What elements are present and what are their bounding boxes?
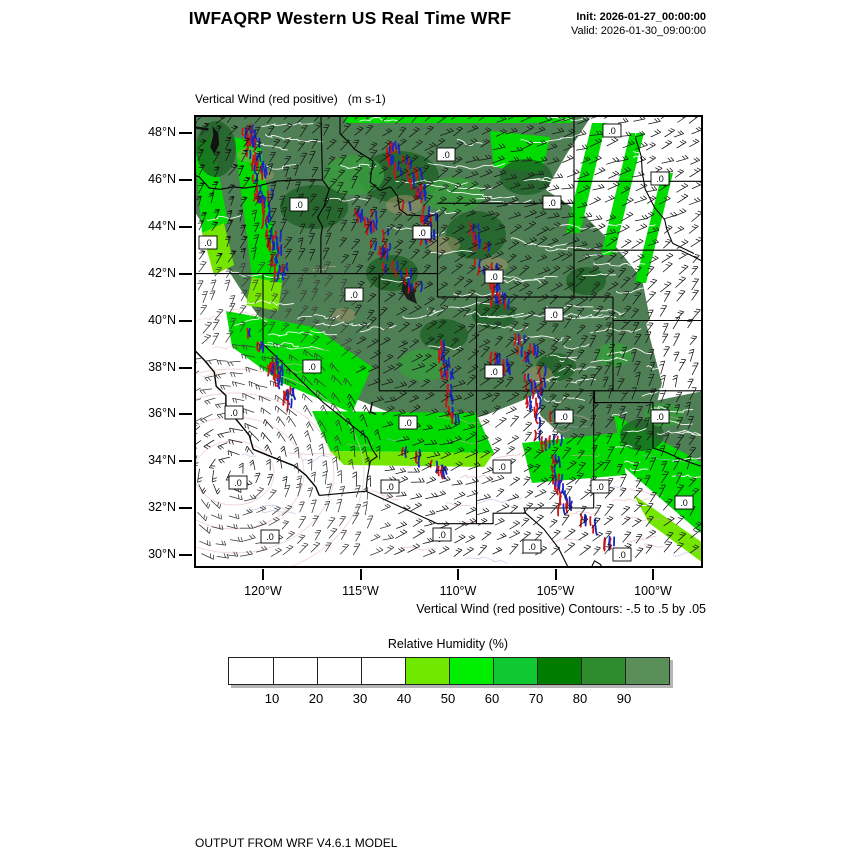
rh-colorbar <box>228 657 670 685</box>
lat-tick-mark <box>179 460 192 463</box>
wrf-map-plot: .0 .0 .0 .0 .0 .0 .0 .0 .0 .0 .0 .0 .0 .0 .0 .0 .0 .0 .0 .0… <box>194 115 703 568</box>
zero-contour-label: .0 <box>656 412 664 422</box>
lon-tick-label: 100°W <box>634 584 672 598</box>
lat-tick-mark <box>179 178 192 181</box>
colorbar-segment <box>493 658 537 684</box>
zero-contour-label: .0 <box>618 550 626 560</box>
lat-tick-mark <box>179 554 192 557</box>
plot-title: IWFAQRP Western US Real Time WRF <box>188 8 512 28</box>
footer-model-line: OUTPUT FROM WRF V4.6.1 MODEL <box>195 836 398 850</box>
lon-tick-mark <box>262 569 264 580</box>
zero-contour-label: .0 <box>418 228 426 238</box>
lat-tick-label: 40°N <box>148 312 176 327</box>
lat-tick-label: 36°N <box>148 406 176 421</box>
lat-tick-label: 48°N <box>148 125 176 139</box>
lat-tick-label: 42°N <box>148 265 176 280</box>
colorbar-segment <box>361 658 405 684</box>
zero-contour-label: .0 <box>560 412 568 422</box>
zero-contour-label: .0 <box>498 462 506 472</box>
lat-tick-label: 44°N <box>148 218 176 233</box>
colorbar-segment <box>405 658 449 684</box>
zero-contour-label: .0 <box>608 126 616 136</box>
zero-contour-label: .0 <box>266 532 274 542</box>
colorbar-tick-label: 20 <box>308 691 324 706</box>
lat-tick-label: 32°N <box>148 500 176 515</box>
zero-contour-label: .0 <box>204 238 212 248</box>
lat-tick-label: 34°N <box>148 453 176 468</box>
colorbar-tick-label: 60 <box>484 691 500 706</box>
zero-contour-label: .0 <box>528 542 536 552</box>
lon-tick-mark <box>554 569 557 580</box>
lat-tick-mark <box>179 132 192 134</box>
lat-tick-mark <box>179 319 192 322</box>
lat-tick-label: 38°N <box>148 359 176 374</box>
zero-contour-label: .0 <box>490 367 498 377</box>
valid-time: Valid: 2026-01-30_09:00:00 <box>571 24 706 37</box>
init-valid-block: Init: 2026-01-27_00:00:00 Valid: 2026-01… <box>470 11 706 38</box>
zero-contour-label: .0 <box>230 408 238 418</box>
zero-contour-label: .0 <box>656 174 664 184</box>
lon-tick-mark <box>652 569 654 580</box>
colorbar-segment <box>229 658 273 684</box>
zero-contour-label: .0 <box>386 482 394 492</box>
zero-contour-label: .0 <box>234 478 242 488</box>
zero-contour-label: .0 <box>404 418 412 428</box>
colorbar-tick-label: 40 <box>396 691 412 706</box>
colorbar-tick-label: 70 <box>528 691 544 706</box>
colorbar-title: Relative Humidity (%) <box>387 637 509 651</box>
lon-tick-label: 120°W <box>244 584 282 598</box>
zero-contour-label: .0 <box>596 482 604 492</box>
zero-contour-label: .0 <box>350 290 358 300</box>
lat-tick-label: 46°N <box>148 171 176 186</box>
lat-tick-mark <box>179 413 192 416</box>
zero-contour-label: .0 <box>680 498 688 508</box>
colorbar-tick-label: 80 <box>572 691 588 706</box>
zero-contour-label: .0 <box>490 272 498 282</box>
lat-tick-mark <box>179 507 192 510</box>
zero-contour-label: .0 <box>442 150 450 160</box>
init-time: Init: 2026-01-27_00:00:00 <box>576 11 706 23</box>
lon-tick-label: 115°W <box>342 584 379 598</box>
colorbar-segment <box>449 658 493 684</box>
lat-tick-mark <box>179 272 192 275</box>
lon-tick-mark <box>359 569 362 580</box>
colorbar-segment <box>273 658 317 684</box>
colorbar-tick-label: 90 <box>616 691 632 706</box>
colorbar-tick-label: 30 <box>352 691 368 706</box>
colorbar-tick-label: 10 <box>264 691 280 706</box>
lat-tick-mark <box>179 225 192 228</box>
zero-contour-label: .0 <box>438 530 446 540</box>
model-info-footer: OUTPUT FROM WRF V4.6.1 MODEL WE = 310 ; … <box>195 806 667 850</box>
lon-tick-label: 105°W <box>536 584 575 598</box>
lat-tick-label: 30°N <box>148 547 176 562</box>
zero-contour-label: .0 <box>548 198 556 208</box>
legend-line-vertical-wind: Vertical Wind (red positive) (m s-1) <box>195 92 386 106</box>
contour-caption: Vertical Wind (red positive) Contours: -… <box>416 602 706 616</box>
colorbar-segment <box>537 658 581 684</box>
zero-contour-label: .0 <box>295 200 303 210</box>
zero-contour-label: .0 <box>308 362 316 372</box>
lat-tick-mark <box>179 366 192 369</box>
lon-tick-label: 110°W <box>439 584 477 598</box>
lon-tick-mark <box>457 569 459 580</box>
colorbar-segment <box>317 658 361 684</box>
colorbar-tick-label: 50 <box>440 691 456 706</box>
colorbar-segment <box>581 658 625 684</box>
colorbar-segment <box>625 658 669 684</box>
zero-contour-label: .0 <box>550 310 558 320</box>
